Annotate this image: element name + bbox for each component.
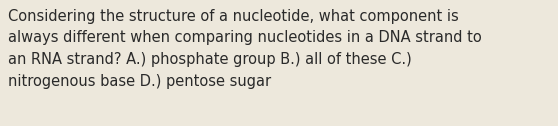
Text: Considering the structure of a nucleotide, what component is
always different wh: Considering the structure of a nucleotid… — [8, 9, 482, 89]
